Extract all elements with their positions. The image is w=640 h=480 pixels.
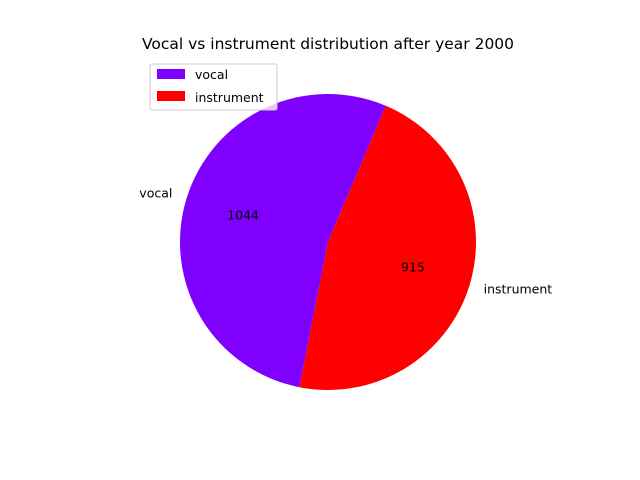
slice-label-vocal: vocal	[139, 186, 172, 201]
legend-label-instrument: instrument	[195, 90, 264, 105]
chart-title: Vocal vs instrument distribution after y…	[142, 35, 514, 53]
slice-value-vocal: 1044	[227, 207, 259, 222]
pie-slices	[179, 93, 476, 390]
slice-value-instrument: 915	[401, 260, 425, 275]
slice-label-instrument: instrument	[484, 281, 553, 296]
pie-slice-instrument	[299, 105, 476, 390]
legend-swatch-vocal	[157, 69, 185, 79]
slice-labels: vocal instrument	[139, 186, 552, 297]
legend-swatch-instrument	[157, 91, 185, 101]
legend: vocal instrument	[149, 63, 278, 111]
slice-value-labels: 1044 915	[227, 207, 425, 274]
legend-label-vocal: vocal	[195, 67, 228, 82]
pie-slice-vocal	[179, 93, 386, 388]
